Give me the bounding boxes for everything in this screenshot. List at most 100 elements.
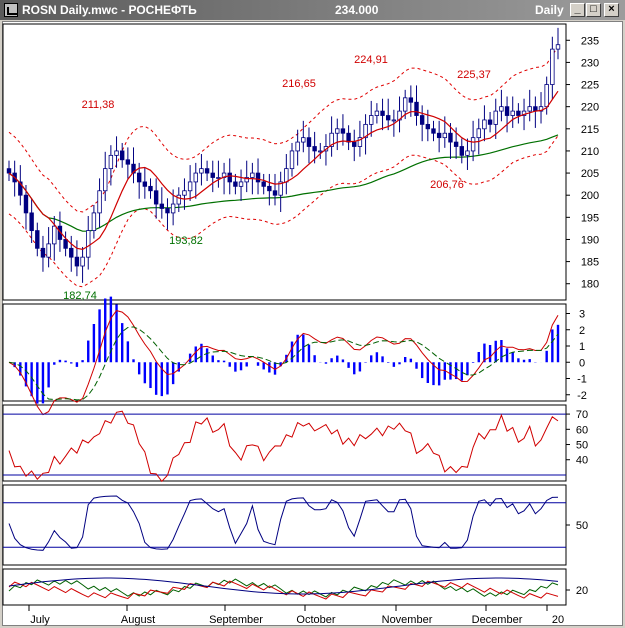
candle-body <box>459 146 464 156</box>
month-label: December <box>472 614 523 626</box>
rsi-axis-label: 60 <box>576 424 588 436</box>
candle-body <box>18 181 23 196</box>
rsi-axis-label: 70 <box>576 409 588 421</box>
candle-body <box>261 181 266 187</box>
price-axis-label: 185 <box>581 257 599 269</box>
candle-body <box>295 141 300 152</box>
candle-body <box>119 150 125 161</box>
price-axis-label: 180 <box>581 279 599 291</box>
candle-body <box>267 185 272 192</box>
candle-body <box>408 97 414 103</box>
month-label: July <box>30 614 50 626</box>
candle-body <box>23 194 29 214</box>
candle-body <box>453 141 459 147</box>
candle-body <box>142 181 148 187</box>
rsi-axis-label: 40 <box>576 455 588 467</box>
candle-body <box>493 110 498 125</box>
candle-body <box>103 168 108 192</box>
candle-body <box>187 181 193 192</box>
candle-body <box>386 115 391 121</box>
rsi-panel-frame <box>2 404 567 482</box>
candle-body <box>544 84 549 108</box>
candle-body <box>114 150 119 156</box>
candle-body <box>306 137 312 147</box>
candle-body <box>329 132 334 147</box>
macd-axis-label: -2 <box>577 390 587 402</box>
candle-body <box>131 163 136 174</box>
price-axis-label: 235 <box>581 35 599 47</box>
adx-line <box>8 577 559 595</box>
candle-body <box>29 212 34 232</box>
candle-body <box>476 128 481 139</box>
candle-body <box>176 194 181 205</box>
period-label: Daily <box>535 3 564 17</box>
dmi-axis-label: 20 <box>576 585 588 597</box>
price-annotation: 182,74 <box>63 290 97 302</box>
stoch-axis-label: 50 <box>576 520 588 532</box>
month-label: November <box>382 614 433 626</box>
month-label: September <box>209 614 263 626</box>
candle-body <box>227 172 232 183</box>
chart-app-icon[interactable] <box>4 3 18 17</box>
candle-body <box>170 203 176 214</box>
price-axis-label: 220 <box>581 102 599 114</box>
candle-body <box>6 168 12 174</box>
candle-body <box>346 132 351 143</box>
price-axis-label: 215 <box>581 124 599 136</box>
candle-body <box>69 247 74 258</box>
candle-body <box>555 44 561 50</box>
candle-body <box>182 190 187 196</box>
price-axis-label: 205 <box>581 168 599 180</box>
macd-line <box>8 310 559 416</box>
candle-body <box>436 132 442 139</box>
candle-body <box>465 150 470 156</box>
candle-body <box>136 172 142 183</box>
candle-body <box>516 110 521 116</box>
candle-body <box>504 106 510 116</box>
candle-body <box>63 239 68 249</box>
candle-body <box>414 101 419 116</box>
candle-body <box>80 256 85 267</box>
candle-body <box>210 172 215 178</box>
price-axis-label: 230 <box>581 57 599 69</box>
month-label: October <box>296 614 335 626</box>
price-axis-label: 210 <box>581 146 599 158</box>
candle-body <box>199 168 204 174</box>
candle-body <box>74 256 80 267</box>
candle-body <box>289 150 295 170</box>
rsi-line <box>8 410 559 483</box>
candle-body <box>352 141 357 147</box>
stochastic-line <box>8 495 559 551</box>
lower-envelope-line <box>8 135 559 288</box>
candle-body <box>97 190 102 214</box>
candle-body <box>340 128 346 134</box>
candle-body <box>487 119 493 125</box>
candle-body <box>357 137 363 147</box>
maximize-button[interactable]: □ <box>586 3 601 17</box>
candle-body <box>402 97 408 112</box>
candle-body <box>527 106 532 112</box>
candle-body <box>431 128 436 134</box>
price-axis-label: 200 <box>581 190 599 202</box>
candle-body <box>148 185 153 192</box>
macd-axis-label: 2 <box>579 325 585 337</box>
month-label: August <box>121 614 155 626</box>
close-button[interactable]: × <box>604 3 619 17</box>
candle-body <box>238 181 244 187</box>
price-panel-frame <box>2 23 567 301</box>
macd-panel-frame <box>2 303 567 402</box>
candle-body <box>284 168 289 183</box>
stochastic-panel-frame <box>2 484 567 566</box>
candle-body <box>52 225 57 245</box>
candle-body <box>250 172 255 178</box>
minimize-button[interactable]: _ <box>570 3 585 17</box>
candle-body <box>391 119 397 122</box>
candle-body <box>335 128 340 134</box>
macd-axis-label: 0 <box>579 357 585 369</box>
candle-body <box>482 119 487 130</box>
candle-body <box>159 203 165 209</box>
rsi-axis-label: 50 <box>576 440 588 452</box>
candle-body <box>57 225 63 240</box>
last-price: 234.000 <box>335 3 379 17</box>
